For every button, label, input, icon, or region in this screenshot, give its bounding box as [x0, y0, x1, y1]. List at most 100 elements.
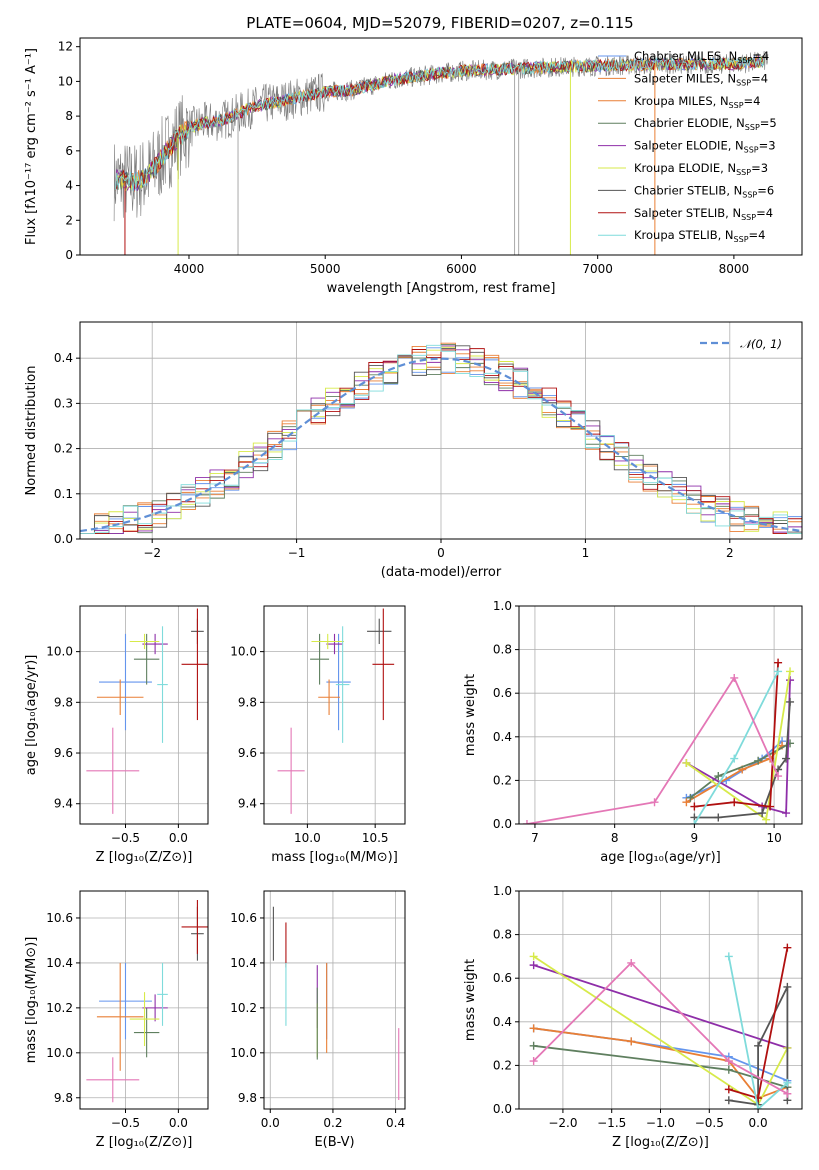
weight-marker	[774, 772, 783, 781]
x-tick-label: −0.5	[111, 831, 140, 845]
x-tick-label: 10.5	[362, 831, 389, 845]
weight-marker	[686, 793, 695, 802]
x-tick-label: 0.4	[386, 1116, 405, 1130]
x-tick-label: 7000	[582, 262, 613, 276]
y-tick-label: 12	[58, 40, 73, 54]
legend-label: Kroupa ELODIE, NSSP=3	[634, 161, 768, 177]
x-axis-label: wavelength [Angstrom, rest frame]	[327, 281, 556, 296]
error-cross	[335, 626, 350, 743]
error-cross	[86, 727, 140, 814]
weight-marker	[782, 754, 791, 763]
error-cross	[96, 962, 144, 1071]
plot-area	[80, 342, 802, 539]
legend-label: Salpeter ELODIE, NSSP=3	[634, 139, 776, 155]
legend-subscript: SSP	[736, 78, 751, 87]
weight-series-line	[526, 676, 779, 824]
error-cross	[326, 633, 343, 655]
error-cross	[133, 633, 160, 685]
x-axis-label: E(B-V)	[314, 1135, 354, 1150]
y-tick-label: 0.6	[493, 971, 512, 985]
panel-residuals: −2 −1 0 1 2 0.0 0.1 0.2 0.3 0.4 (data-model)/error…	[24, 321, 803, 580]
x-tick-label: −1	[288, 546, 306, 560]
axes-frame	[518, 605, 803, 825]
error-cross	[142, 994, 168, 1022]
x-tick-label: 0.0	[169, 1116, 188, 1130]
y-tick-label: 1.0	[493, 599, 512, 613]
x-tick-label: 5000	[310, 262, 341, 276]
legend-label: 𝒩(0, 1)	[740, 337, 782, 351]
y-axis-label: mass weight	[463, 959, 478, 1041]
gaussian-curve	[80, 357, 802, 533]
y-tick-label: 9.4	[54, 797, 73, 811]
weight-marker	[783, 1078, 792, 1087]
error-cross	[157, 626, 168, 743]
legend-label: Kroupa MILES, NSSP=4	[634, 94, 760, 110]
legend-value: =4	[752, 49, 769, 63]
y-tick-label: 2	[65, 213, 73, 227]
error-cross	[311, 633, 344, 650]
weight-series-line	[685, 680, 791, 815]
y-tick-label: 0.2	[54, 442, 73, 456]
axes-frame	[79, 890, 209, 1110]
weight-series-line	[532, 961, 788, 1095]
weight-marker	[724, 1065, 733, 1074]
x-tick-label: 10.0	[294, 831, 321, 845]
weight-marker	[682, 758, 691, 767]
axes-frame	[79, 321, 803, 540]
weight-marker	[529, 961, 538, 970]
weight-marker	[758, 809, 767, 818]
x-tick-label: 2	[726, 546, 734, 560]
weight-marker	[783, 982, 792, 991]
x-tick-label: 8	[611, 831, 619, 845]
panel-mass-vs-Z: −0.5 0.0 9.8 10.0 10.2 10.4 10.6 Z [log₁₀(Z/Z⊙)…	[24, 890, 209, 1150]
y-tick-label: 0.2	[493, 1058, 512, 1072]
weight-marker	[529, 1024, 538, 1033]
weight-marker	[529, 952, 538, 961]
y-axis-label: age [log₁₀(age/yr)]	[24, 655, 39, 776]
error-cross	[133, 1007, 160, 1058]
y-axis-label: Flux [fλ10⁻¹⁷ erg cm⁻² s⁻¹ A⁻¹]	[24, 48, 39, 245]
plot-area	[529, 943, 792, 1109]
y-tick-label: 0.4	[493, 1015, 512, 1029]
y-tick-label: 9.8	[238, 695, 257, 709]
y-tick-label: 10.0	[46, 1046, 73, 1060]
x-tick-label: −0.5	[695, 1116, 724, 1130]
y-tick-label: 0.1	[54, 487, 73, 501]
y-tick-label: 0.0	[54, 532, 73, 546]
legend-subscript: SSP	[736, 168, 751, 177]
model-spectrum-line	[115, 56, 765, 192]
y-tick-label: 0.4	[54, 351, 73, 365]
y-tick-label: 4	[65, 179, 73, 193]
residual-histogram	[80, 344, 802, 539]
x-tick-label: 8000	[719, 262, 750, 276]
x-axis-label: mass [log₁₀(M/M⊙)]	[271, 850, 398, 865]
axes-frame	[79, 605, 209, 825]
weight-marker	[762, 815, 771, 824]
y-tick-label: 9.8	[238, 1091, 257, 1105]
error-cross	[367, 618, 392, 645]
y-tick-label: 0.0	[493, 1102, 512, 1116]
error-cross	[181, 899, 208, 954]
legend-value: =3	[751, 161, 768, 175]
error-cross	[157, 962, 168, 1026]
legend-label: Chabrier MILES, NSSP=4	[634, 49, 769, 65]
x-axis-label: Z [log₁₀(Z/Z⊙)]	[612, 1135, 709, 1150]
y-tick-label: 10.4	[46, 956, 73, 970]
y-tick-label: 10.0	[46, 645, 73, 659]
weight-marker	[774, 667, 783, 676]
y-tick-label: 6	[65, 144, 73, 158]
error-cross	[310, 633, 330, 685]
legend-value: =4	[749, 228, 766, 242]
weight-marker	[627, 1037, 636, 1046]
weight-series-line	[694, 662, 779, 808]
weight-marker	[529, 1041, 538, 1050]
error-cross	[277, 727, 305, 814]
y-tick-label: 0.2	[493, 773, 512, 787]
error-cross	[372, 608, 395, 721]
error-cross	[99, 962, 152, 1040]
x-tick-label: 4000	[174, 262, 205, 276]
chart-panels: 4000 5000 6000 7000 8000024681012wavelength …	[24, 37, 803, 1150]
weight-marker	[786, 697, 795, 706]
legend-label: Salpeter STELIB, NSSP=4	[634, 206, 773, 222]
